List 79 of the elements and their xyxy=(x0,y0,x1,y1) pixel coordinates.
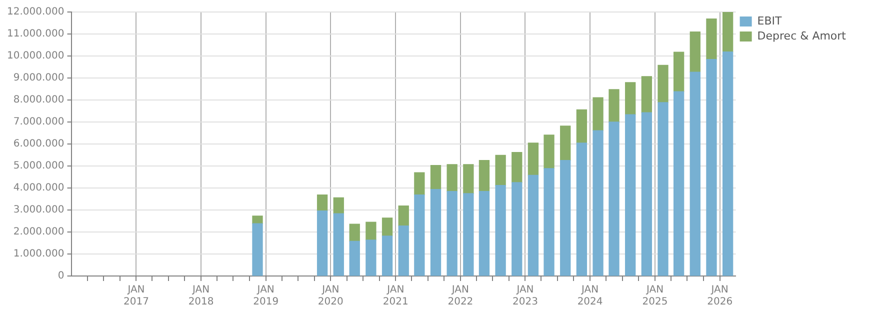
bar xyxy=(252,216,263,224)
bar xyxy=(544,168,554,276)
bar xyxy=(706,18,717,60)
bar xyxy=(414,172,425,196)
bar xyxy=(641,76,652,113)
y-tick-label: 11.000.000 xyxy=(6,28,64,40)
y-tick-label: 9.000.000 xyxy=(13,72,64,84)
bar xyxy=(560,160,571,276)
bar xyxy=(495,154,506,186)
bar xyxy=(463,193,474,276)
bar xyxy=(382,236,393,276)
y-tick-label: 4.000.000 xyxy=(13,182,64,194)
bar xyxy=(366,222,376,240)
bar xyxy=(706,58,717,276)
y-tick-label: 2.000.000 xyxy=(13,226,64,238)
bar xyxy=(722,51,734,276)
legend-label: Deprec & Amort xyxy=(757,29,847,42)
y-tick-label: 6.000.000 xyxy=(13,138,64,150)
bar xyxy=(446,190,458,276)
bar xyxy=(478,190,490,276)
y-tick-label: 5.000.000 xyxy=(13,160,64,172)
bar xyxy=(576,109,588,144)
y-tick-label: 3.000.000 xyxy=(13,204,64,216)
y-tick-label: 10.000.000 xyxy=(6,50,64,62)
x-tick-label: JAN 2019 xyxy=(253,284,279,308)
bar xyxy=(430,188,442,276)
x-tick-label: JAN 2023 xyxy=(512,284,538,308)
y-tick-label: 0 xyxy=(58,270,64,282)
x-tick-label: JAN 2024 xyxy=(577,284,603,308)
bar xyxy=(690,72,700,276)
bar xyxy=(463,164,474,194)
bar xyxy=(608,122,620,276)
bar xyxy=(349,224,360,242)
x-tick-label: JAN 2017 xyxy=(124,284,149,308)
bar xyxy=(641,112,652,276)
bar xyxy=(398,226,409,276)
bar xyxy=(528,174,539,276)
bar xyxy=(560,126,571,161)
bar xyxy=(528,142,539,176)
x-tick-label: JAN 2018 xyxy=(188,284,214,308)
y-tick-label: 8.000.000 xyxy=(13,94,64,106)
bar xyxy=(592,130,604,276)
bar xyxy=(316,194,328,212)
bar xyxy=(446,164,458,192)
bar xyxy=(333,213,344,276)
bar xyxy=(316,210,328,276)
bar xyxy=(592,97,604,131)
bar xyxy=(658,102,668,276)
y-tick-label: 12.000.000 xyxy=(6,6,64,18)
bar xyxy=(382,218,393,236)
bar xyxy=(658,64,668,103)
bar xyxy=(478,160,490,192)
bar xyxy=(430,165,442,190)
bar xyxy=(366,240,376,276)
x-tick-label: JAN 2021 xyxy=(382,284,408,308)
bar xyxy=(349,240,360,276)
bar xyxy=(495,185,506,276)
bar xyxy=(673,52,684,92)
bar xyxy=(333,197,344,214)
bar xyxy=(673,91,684,276)
bar xyxy=(625,82,636,115)
x-tick-label: JAN 2025 xyxy=(642,284,668,308)
bar xyxy=(398,205,409,226)
x-tick-label: JAN 2026 xyxy=(707,284,733,308)
bar xyxy=(544,134,554,169)
bar xyxy=(414,194,425,276)
bar xyxy=(722,12,734,52)
bar xyxy=(690,31,700,72)
bar xyxy=(512,182,522,276)
bar xyxy=(625,114,636,276)
y-tick-label: 1.000.000 xyxy=(13,248,64,260)
bar xyxy=(576,142,588,276)
y-tick-label: 7.000.000 xyxy=(13,116,64,128)
x-tick-label: JAN 2020 xyxy=(318,284,344,308)
legend-label: EBIT xyxy=(757,14,782,28)
bar xyxy=(512,152,522,183)
bar xyxy=(252,223,263,276)
x-tick-label: JAN 2022 xyxy=(448,284,474,308)
bar xyxy=(608,89,620,122)
